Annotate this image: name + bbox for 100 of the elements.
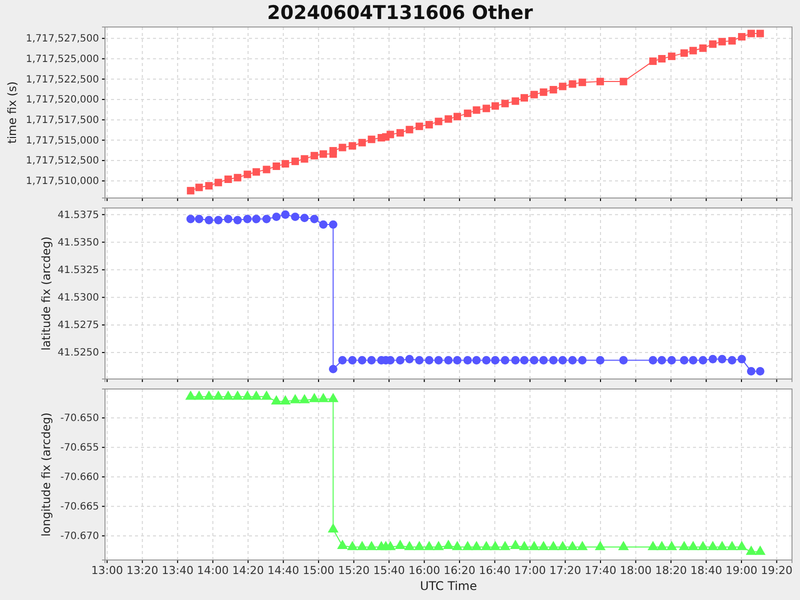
- x-tick-label: 17:40: [584, 564, 616, 577]
- point: [233, 216, 242, 224]
- x-tick-label: 15:40: [373, 564, 405, 577]
- point: [348, 356, 357, 364]
- point: [482, 356, 491, 364]
- point: [366, 540, 377, 550]
- x-tick-label: 16:00: [408, 564, 440, 577]
- x-tick-label: 16:20: [444, 564, 476, 577]
- point: [405, 354, 414, 364]
- point: [310, 214, 319, 224]
- point: [708, 354, 718, 364]
- y-axis-title: time fix (s): [5, 81, 19, 144]
- point: [746, 546, 757, 555]
- point: [318, 392, 329, 402]
- x-tick-label: 13:20: [126, 564, 158, 577]
- point: [510, 540, 521, 549]
- point: [548, 540, 559, 550]
- point: [290, 394, 301, 404]
- point: [678, 540, 690, 550]
- point: [530, 356, 538, 364]
- point: [262, 214, 271, 224]
- point: [576, 540, 588, 550]
- point: [308, 392, 320, 402]
- point: [214, 216, 223, 224]
- x-tick-label: 18:40: [690, 564, 722, 577]
- y-tick-label: 1,717,525,000: [26, 54, 99, 65]
- x-tick-label: 15:20: [338, 564, 370, 577]
- point: [520, 356, 529, 364]
- x-tick-label: 14:00: [196, 564, 229, 577]
- point: [186, 214, 195, 224]
- point: [648, 356, 658, 364]
- y-tick-label: 41.5350: [58, 237, 99, 248]
- point: [462, 540, 474, 550]
- point: [452, 540, 463, 550]
- point: [299, 394, 310, 404]
- point: [667, 356, 676, 364]
- point: [680, 356, 688, 364]
- point: [491, 356, 500, 364]
- x-tick-label: 18:20: [655, 564, 687, 577]
- x-axis-title: UTC Time: [420, 579, 477, 593]
- point: [204, 390, 214, 400]
- point: [500, 540, 510, 550]
- point: [596, 356, 604, 364]
- point: [356, 540, 368, 550]
- point: [558, 356, 567, 364]
- point: [394, 540, 406, 549]
- x-tick-label: 14:40: [267, 564, 300, 577]
- y-axis-title: longitude fix (arcdeg): [39, 412, 53, 537]
- point: [518, 540, 530, 550]
- y-tick-label: 1,717,520,000: [26, 94, 99, 106]
- point: [666, 540, 678, 550]
- point: [618, 540, 629, 550]
- point: [243, 214, 252, 224]
- y-tick-label: -70.650: [60, 413, 99, 424]
- point: [404, 540, 415, 550]
- point: [726, 540, 738, 550]
- point: [280, 395, 291, 404]
- y-tick-label: 41.5250: [58, 348, 99, 359]
- point: [500, 356, 510, 364]
- point: [568, 356, 577, 364]
- point: [338, 356, 347, 364]
- point: [367, 356, 376, 364]
- point: [222, 390, 234, 400]
- y-tick-label: -70.670: [60, 531, 99, 542]
- point: [480, 540, 492, 550]
- point: [290, 212, 300, 222]
- point: [718, 354, 726, 364]
- point: [490, 540, 501, 550]
- chart-title: 20240604T131606 Other: [267, 2, 534, 24]
- point: [754, 546, 766, 555]
- point: [224, 214, 232, 224]
- x-tick-label: 13:00: [91, 564, 123, 577]
- point: [707, 540, 718, 550]
- point: [528, 540, 540, 550]
- x-tick-label: 17:20: [549, 564, 582, 577]
- point: [194, 390, 204, 400]
- point: [396, 356, 404, 364]
- point: [261, 390, 272, 400]
- point: [472, 356, 481, 364]
- point: [232, 390, 243, 400]
- point: [424, 356, 434, 364]
- y-tick-label: 1,717,510,000: [26, 176, 99, 188]
- x-tick-label: 17:00: [514, 564, 546, 577]
- point: [539, 356, 548, 364]
- point: [463, 356, 472, 364]
- point: [319, 220, 328, 229]
- point: [648, 540, 658, 550]
- point: [358, 356, 366, 364]
- point: [688, 356, 698, 364]
- point: [549, 356, 558, 364]
- y-tick-label: 1,717,522,500: [26, 74, 99, 86]
- x-tick-label: 15:00: [302, 564, 334, 577]
- point: [281, 210, 290, 219]
- point: [567, 540, 578, 550]
- point: [656, 540, 668, 550]
- point: [328, 220, 338, 229]
- y-tick-label: 1,717,527,500: [26, 34, 99, 45]
- point: [736, 540, 748, 550]
- y-tick-label: 41.5325: [58, 264, 99, 276]
- point: [658, 356, 666, 364]
